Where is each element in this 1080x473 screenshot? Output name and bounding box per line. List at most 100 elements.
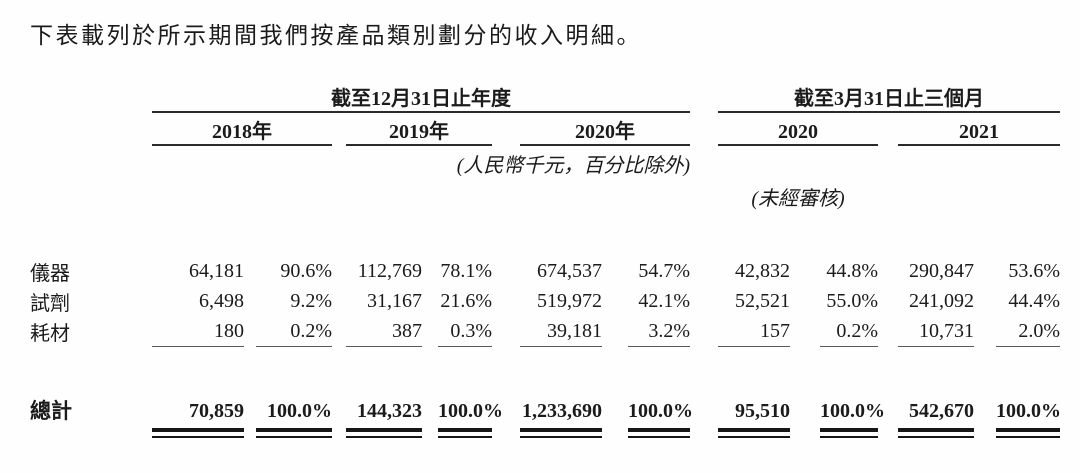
col-group-annual: 截至12月31日止年度 bbox=[152, 80, 691, 113]
spacer bbox=[974, 389, 996, 430]
double-rule bbox=[898, 430, 975, 438]
spacer bbox=[602, 256, 628, 286]
spacer bbox=[790, 430, 820, 437]
value-cell: 21.6% bbox=[440, 289, 492, 312]
value-cell: 54.7% bbox=[638, 259, 691, 282]
spacer bbox=[332, 256, 346, 286]
spacer bbox=[974, 430, 996, 437]
spacer bbox=[790, 286, 820, 316]
spacer-row bbox=[30, 212, 1060, 256]
row-label-consumables: 耗材 bbox=[30, 322, 70, 345]
value-cell: 519,972 bbox=[537, 289, 602, 312]
spacer bbox=[690, 256, 718, 286]
total-cell: 100.0% bbox=[996, 389, 1061, 432]
spacer bbox=[878, 316, 898, 347]
row-label-instruments: 儀器 bbox=[30, 262, 70, 285]
row-label-total: 總計 bbox=[30, 399, 72, 423]
spacer bbox=[790, 389, 820, 430]
col-header-q1-2020: 2020 bbox=[718, 112, 879, 146]
spacer bbox=[878, 256, 898, 286]
total-cell: 100.0% bbox=[438, 389, 503, 432]
table-row-reagents: 試劑 6,498 9.2% 31,167 21.6% 519,972 42.1%… bbox=[30, 286, 1060, 316]
value-cell: 0.2% bbox=[820, 316, 879, 347]
value-cell: 42.1% bbox=[638, 289, 691, 312]
value-cell: 39,181 bbox=[520, 316, 602, 347]
value-cell: 0.2% bbox=[256, 316, 332, 347]
double-rule bbox=[996, 430, 1061, 438]
spacer bbox=[30, 180, 718, 212]
value-cell: 674,537 bbox=[537, 259, 602, 282]
value-cell: 53.6% bbox=[1008, 259, 1061, 282]
spacer bbox=[422, 286, 438, 316]
spacer bbox=[974, 256, 996, 286]
total-cell: 542,670 bbox=[898, 389, 975, 432]
spacer bbox=[244, 316, 256, 347]
units-note: (人民幣千元，百分比除外) bbox=[456, 154, 691, 177]
value-cell: 157 bbox=[718, 316, 791, 347]
group-header-row: 截至12月31日止年度 截至3月31日止三個月 bbox=[30, 80, 1061, 113]
value-cell: 78.1% bbox=[440, 259, 492, 282]
year-header-row: 2018年 2019年 2020年 2020 2021 bbox=[30, 112, 1061, 146]
spacer bbox=[422, 256, 438, 286]
double-rule bbox=[438, 430, 492, 438]
value-cell: 290,847 bbox=[909, 259, 975, 282]
spacer bbox=[602, 389, 628, 430]
spacer bbox=[492, 316, 520, 347]
units-note-row: (人民幣千元，百分比除外) bbox=[30, 145, 1060, 180]
value-cell: 3.2% bbox=[628, 316, 691, 347]
spacer bbox=[690, 145, 1060, 180]
spacer bbox=[602, 430, 628, 437]
value-cell: 241,092 bbox=[909, 289, 975, 312]
col-header-2020: 2020年 bbox=[520, 112, 691, 146]
intro-paragraph: 下表載列於所示期間我們按產品類別劃分的收入明細。 bbox=[30, 23, 642, 48]
spacer bbox=[790, 256, 820, 286]
spacer bbox=[602, 286, 628, 316]
spacer bbox=[974, 286, 996, 316]
spacer bbox=[602, 316, 628, 347]
table-row-consumables: 耗材 180 0.2% 387 0.3% 39,181 3.2% 157 0.2… bbox=[30, 316, 1061, 347]
col-header-2018: 2018年 bbox=[152, 112, 332, 146]
spacer bbox=[422, 316, 438, 347]
value-cell: 10,731 bbox=[898, 316, 975, 347]
unaudited-note: (未經審核) bbox=[751, 187, 845, 210]
value-cell: 112,769 bbox=[357, 259, 422, 282]
value-cell: 64,181 bbox=[189, 259, 244, 282]
spacer bbox=[244, 389, 256, 430]
value-cell: 2.0% bbox=[996, 316, 1061, 347]
total-cell: 144,323 bbox=[346, 389, 422, 432]
spacer bbox=[878, 180, 1060, 212]
revenue-by-product-table: 截至12月31日止年度 截至3月31日止三個月 2018年 2019年 2020… bbox=[30, 80, 1061, 438]
spacer bbox=[690, 112, 718, 145]
col-group-quarterly: 截至3月31日止三個月 bbox=[718, 80, 1061, 113]
double-rule bbox=[152, 430, 244, 438]
value-cell: 180 bbox=[152, 316, 244, 347]
total-cell: 1,233,690 bbox=[520, 389, 602, 432]
spacer bbox=[790, 316, 820, 347]
spacer bbox=[30, 347, 1060, 390]
spacer bbox=[492, 256, 520, 286]
value-cell: 0.3% bbox=[438, 316, 492, 347]
spacer-row bbox=[30, 347, 1060, 390]
total-cell: 95,510 bbox=[718, 389, 791, 432]
spacer bbox=[30, 145, 346, 180]
spacer bbox=[878, 286, 898, 316]
value-cell: 44.4% bbox=[1008, 289, 1061, 312]
spacer bbox=[690, 316, 718, 347]
spacer bbox=[492, 286, 520, 316]
value-cell: 55.0% bbox=[826, 289, 879, 312]
spacer bbox=[492, 430, 520, 437]
spacer bbox=[30, 112, 152, 145]
spacer bbox=[244, 256, 256, 286]
double-rule bbox=[718, 430, 791, 438]
value-cell: 387 bbox=[346, 316, 422, 347]
spacer bbox=[332, 389, 346, 430]
value-cell: 42,832 bbox=[735, 259, 791, 282]
spacer bbox=[244, 286, 256, 316]
value-cell: 90.6% bbox=[280, 259, 332, 282]
spacer bbox=[422, 389, 438, 430]
spacer bbox=[422, 430, 438, 437]
value-cell: 6,498 bbox=[199, 289, 244, 312]
col-header-q1-2021: 2021 bbox=[898, 112, 1061, 146]
value-cell: 31,167 bbox=[367, 289, 422, 312]
